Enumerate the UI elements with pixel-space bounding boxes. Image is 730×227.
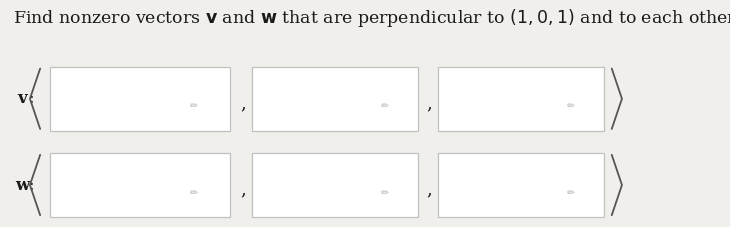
Text: Find nonzero vectors $\mathbf{v}$ and $\mathbf{w}$ that are perpendicular to $(1: Find nonzero vectors $\mathbf{v}$ and $\… — [13, 7, 730, 29]
Text: w: w — [15, 177, 29, 193]
Text: ✏: ✏ — [566, 101, 575, 111]
Text: ,: , — [240, 180, 246, 199]
Bar — [252, 67, 418, 131]
Text: :: : — [28, 90, 34, 107]
Text: ✏: ✏ — [380, 188, 388, 198]
Text: ✏: ✏ — [566, 188, 575, 198]
Text: ,: , — [426, 94, 432, 112]
Bar — [50, 153, 230, 217]
Bar — [438, 67, 604, 131]
Text: ✏: ✏ — [190, 188, 198, 198]
Text: ✏: ✏ — [380, 101, 388, 111]
Text: v: v — [17, 90, 27, 107]
Bar — [438, 153, 604, 217]
Bar — [252, 153, 418, 217]
Text: ✏: ✏ — [190, 101, 198, 111]
Text: :: : — [28, 177, 34, 193]
Bar — [50, 67, 230, 131]
Text: ,: , — [240, 94, 246, 112]
Text: ,: , — [426, 180, 432, 199]
